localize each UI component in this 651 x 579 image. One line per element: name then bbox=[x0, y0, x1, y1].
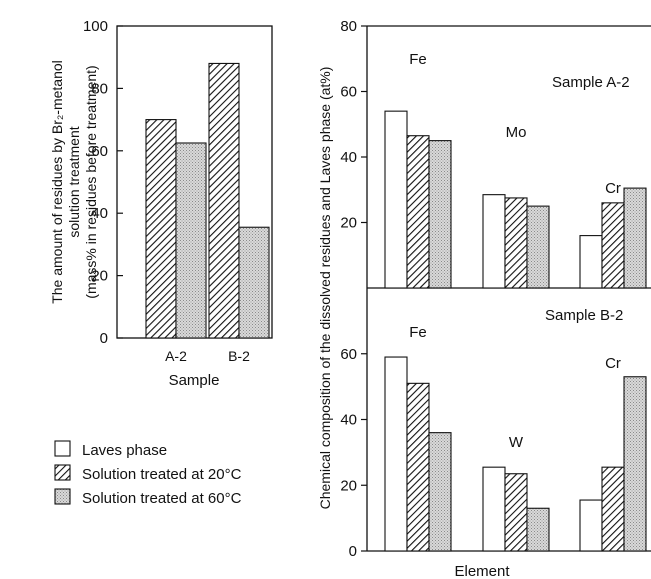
left-y-tick-label: 80 bbox=[91, 80, 108, 97]
left-y-tick-label: 100 bbox=[83, 18, 108, 35]
left-bar-a-2-sol60 bbox=[175, 142, 207, 339]
a2-bar-fe-sol20 bbox=[406, 135, 430, 289]
left-y-tick-label: 20 bbox=[91, 268, 108, 285]
left-y-axis-label-line-1: The amount of residues by Br₂-metanol bbox=[49, 60, 65, 304]
b2-element-label-cr: Cr bbox=[605, 355, 621, 372]
a2-bar-mo-sol20 bbox=[504, 197, 528, 289]
a2-bar-cr-sol60 bbox=[623, 187, 647, 289]
b2-element-label-w: W bbox=[509, 434, 524, 451]
b2-y-tick-label: 40 bbox=[340, 412, 357, 429]
a2-y-tick-label: 60 bbox=[340, 84, 357, 101]
a2-element-label-mo: Mo bbox=[506, 124, 527, 141]
left-y-tick-label: 60 bbox=[91, 143, 108, 160]
b2-bar-cr-sol20 bbox=[601, 466, 625, 552]
b2-y-tick-label: 20 bbox=[340, 477, 357, 494]
annotation-sample-a2: Sample A-2 bbox=[552, 74, 630, 91]
legend-swatch-sol20 bbox=[54, 464, 71, 481]
left-y-tick-label: 0 bbox=[100, 330, 108, 347]
b2-bar-w-sol20 bbox=[504, 473, 528, 552]
b2-element-label-fe: Fe bbox=[409, 324, 427, 341]
a2-bar-fe-sol60 bbox=[428, 140, 452, 289]
composition-charts: 20 40 60 80 Fe Mo Cr Sample A-2 0 20 40 60 Fe W Cr… bbox=[317, 18, 651, 579]
annotation-sample-b2: Sample B-2 bbox=[545, 307, 623, 324]
legend-label-sol60: Solution treated at 60°C bbox=[82, 490, 242, 507]
b2-bar-w-sol60 bbox=[526, 507, 550, 552]
residue-amount-chart: 0 20 40 60 80 100 A-2 B-2 Sample The amount of… bbox=[49, 18, 273, 389]
b2-bar-fe-sol60 bbox=[428, 432, 452, 552]
left-x-axis-label: Sample bbox=[169, 372, 220, 389]
left-y-axis-label-line-2: solution treatment bbox=[66, 126, 82, 237]
b2-bar-cr-sol60 bbox=[623, 376, 647, 552]
a2-bar-mo-laves bbox=[482, 194, 506, 289]
a2-bar-mo-sol60 bbox=[526, 205, 550, 289]
left-x-tick-label: A-2 bbox=[165, 348, 187, 364]
left-y-tick-label: 40 bbox=[91, 205, 108, 222]
a2-bar-cr-laves bbox=[579, 235, 603, 289]
a2-bar-cr-sol20 bbox=[601, 202, 625, 289]
b2-y-tick-label: 0 bbox=[349, 543, 357, 560]
legend-swatch-sol60 bbox=[54, 488, 71, 505]
right-x-axis-label: Element bbox=[454, 563, 510, 579]
b2-bar-fe-sol20 bbox=[406, 382, 430, 552]
a2-element-label-fe: Fe bbox=[409, 51, 427, 68]
legend: Laves phase Solution treated at 20°C Sol… bbox=[54, 440, 242, 507]
b2-bar-fe-laves bbox=[384, 356, 408, 552]
legend-label-sol20: Solution treated at 20°C bbox=[82, 466, 242, 483]
a2-element-label-cr: Cr bbox=[605, 180, 621, 197]
right-y-axis-label: Chemical composition of the dissolved re… bbox=[317, 67, 333, 510]
a2-bar-fe-laves bbox=[384, 110, 408, 289]
left-x-tick-label: B-2 bbox=[228, 348, 250, 364]
legend-label-laves: Laves phase bbox=[82, 442, 167, 459]
left-bar-b-2-sol60 bbox=[238, 226, 270, 339]
left-bar-a-2-sol20 bbox=[145, 119, 177, 339]
a2-y-tick-label: 20 bbox=[340, 215, 357, 232]
b2-y-tick-label: 60 bbox=[340, 346, 357, 363]
b2-bar-cr-laves bbox=[579, 499, 603, 552]
b2-bar-w-laves bbox=[482, 466, 506, 552]
a2-y-tick-label: 80 bbox=[340, 18, 357, 35]
left-y-axis-label-line-3: (mass% in residues before treatment) bbox=[83, 65, 99, 298]
legend-swatch-laves bbox=[54, 440, 71, 457]
left-bar-b-2-sol20 bbox=[208, 62, 240, 339]
a2-y-tick-label: 40 bbox=[340, 149, 357, 166]
